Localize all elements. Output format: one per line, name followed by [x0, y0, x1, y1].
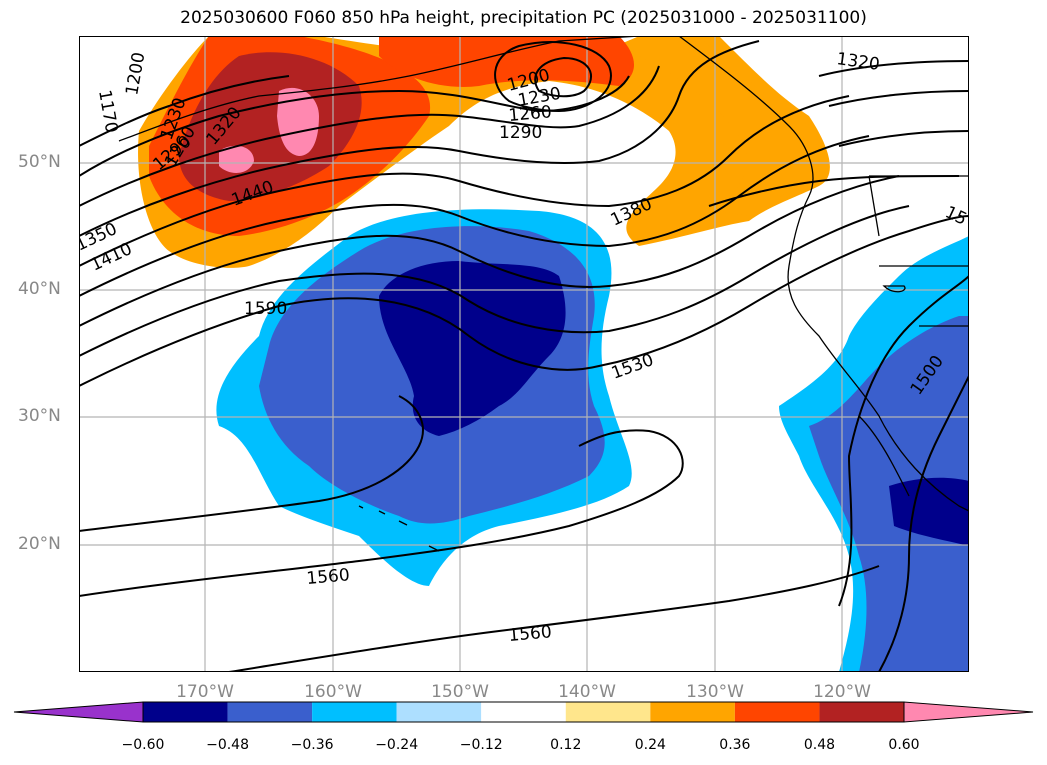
colorbar-tick-label: −0.36 — [290, 737, 334, 753]
colorbar-tick-label: 0.36 — [719, 737, 751, 753]
colorbar-segment — [396, 702, 482, 722]
colorbar-segment — [312, 702, 397, 722]
precip-positive-mid-east — [379, 36, 634, 87]
colorbar-segment — [734, 702, 820, 722]
lat-label: 30°N — [18, 406, 61, 426]
colorbar-max-extend — [903, 701, 1034, 723]
colorbar-segment — [481, 702, 566, 722]
map-panel: 1170 1200 1230 1260 1290 1320 1350 1380 … — [79, 36, 969, 672]
contour-label: 1290 — [499, 123, 542, 143]
contour-label: 1260 — [508, 102, 553, 126]
colorbar-tick-label: 0.60 — [888, 737, 920, 753]
lat-label: 20°N — [18, 534, 61, 554]
lon-label: 130°W — [686, 682, 744, 702]
colorbar-segment — [143, 702, 228, 722]
colorbar-segment — [819, 702, 904, 722]
colorbar-tick-label: −0.48 — [206, 737, 249, 753]
colorbar — [13, 701, 1034, 723]
lon-label: 160°W — [304, 682, 362, 702]
contour-label: 1530 — [609, 350, 656, 384]
contour-label: 1200 — [122, 51, 149, 97]
lat-label: 40°N — [18, 279, 61, 299]
lon-label: 140°W — [558, 682, 616, 702]
lon-label: 150°W — [431, 682, 489, 702]
map-title: 2025030600 F060 850 hPa height, precipit… — [180, 8, 867, 28]
graticule — [79, 36, 969, 672]
lat-label: 50°N — [18, 152, 61, 172]
colorbar-tick-label: −0.12 — [459, 737, 503, 753]
colorbar-segment — [227, 702, 313, 722]
colorbar-min-extend — [13, 701, 144, 723]
colorbar-tick-label: −0.24 — [375, 737, 419, 753]
contour-label: 1170 — [94, 88, 121, 134]
colorbar-tick-label: 0.48 — [803, 737, 836, 753]
colorbar-segment — [650, 702, 735, 722]
lon-label: 170°W — [176, 682, 234, 702]
colorbar-tick-label: −0.60 — [121, 737, 165, 753]
precip-negative-east-mid — [809, 316, 969, 672]
colorbar-tick-label: 0.12 — [550, 737, 582, 753]
map-svg: 1170 1200 1230 1260 1290 1320 1350 1380 … — [79, 36, 969, 672]
precip-negative-strong — [379, 261, 566, 436]
contour-label: 1560 — [508, 622, 553, 646]
height-contours — [79, 40, 969, 672]
contour-label: 1560 — [306, 565, 351, 589]
contour-label: 1590 — [244, 299, 287, 319]
colorbar-tick-label: 0.24 — [634, 737, 666, 753]
contour-label: 15 — [942, 202, 969, 229]
precip-positive-max — [219, 87, 319, 173]
lon-label: 120°W — [813, 682, 871, 702]
colorbar-segment — [565, 702, 651, 722]
precip-positive-coast — [639, 36, 820, 216]
